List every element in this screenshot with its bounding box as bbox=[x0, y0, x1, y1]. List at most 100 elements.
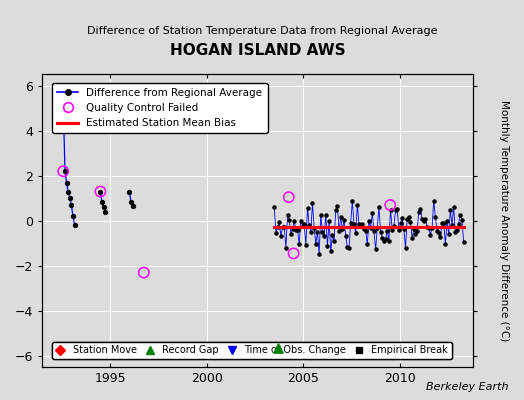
Point bbox=[390, 223, 398, 229]
Point bbox=[290, 218, 298, 224]
Point bbox=[396, 220, 405, 226]
Point bbox=[71, 222, 79, 228]
Point bbox=[305, 222, 313, 228]
Point bbox=[128, 203, 137, 209]
Point bbox=[62, 179, 71, 186]
Point bbox=[345, 245, 353, 252]
Point bbox=[307, 228, 315, 235]
Point bbox=[323, 243, 332, 250]
Point bbox=[380, 238, 388, 244]
Point bbox=[428, 224, 436, 231]
Point bbox=[420, 218, 428, 224]
Text: Difference of Station Temperature Data from Regional Average: Difference of Station Temperature Data f… bbox=[87, 26, 437, 36]
Point bbox=[350, 221, 358, 227]
Title: HOGAN ISLAND AWS: HOGAN ISLAND AWS bbox=[170, 43, 346, 58]
Point bbox=[330, 238, 339, 244]
Point bbox=[411, 231, 420, 237]
Point bbox=[388, 227, 397, 234]
Point bbox=[363, 241, 372, 247]
Point bbox=[438, 220, 446, 226]
Point bbox=[59, 103, 68, 109]
Point bbox=[100, 204, 108, 210]
Point bbox=[454, 220, 463, 227]
Point bbox=[353, 202, 362, 208]
Text: Berkeley Earth: Berkeley Earth bbox=[426, 382, 508, 392]
Point bbox=[453, 227, 461, 234]
Point bbox=[418, 216, 427, 222]
Point bbox=[140, 269, 148, 276]
Point bbox=[320, 232, 329, 239]
Point bbox=[335, 228, 343, 234]
Point bbox=[67, 202, 75, 208]
Point bbox=[275, 219, 283, 226]
Point bbox=[362, 228, 370, 234]
Point bbox=[308, 200, 316, 206]
Point bbox=[395, 226, 403, 233]
Point bbox=[298, 222, 307, 229]
Point bbox=[295, 241, 303, 247]
Point bbox=[348, 198, 356, 204]
Point bbox=[450, 204, 458, 210]
Point bbox=[456, 212, 464, 218]
Point bbox=[292, 227, 300, 233]
Point bbox=[272, 229, 280, 236]
Point bbox=[355, 221, 363, 228]
Point bbox=[328, 232, 336, 238]
Point bbox=[342, 233, 350, 239]
Point bbox=[302, 242, 310, 248]
Point bbox=[293, 227, 302, 233]
Point bbox=[285, 194, 293, 200]
Point bbox=[373, 225, 381, 232]
Point bbox=[410, 226, 418, 232]
Point bbox=[310, 224, 319, 231]
Point bbox=[414, 209, 423, 215]
Point bbox=[458, 217, 466, 224]
Point bbox=[406, 219, 414, 226]
Point bbox=[372, 246, 380, 253]
Point bbox=[332, 207, 340, 213]
Point bbox=[340, 217, 348, 224]
Point bbox=[408, 235, 417, 241]
Point bbox=[368, 210, 376, 216]
Point bbox=[338, 226, 346, 232]
Point bbox=[375, 204, 383, 210]
Point bbox=[303, 204, 312, 211]
Point bbox=[433, 228, 441, 234]
Point bbox=[391, 207, 400, 214]
Point bbox=[383, 228, 391, 234]
Point bbox=[360, 226, 368, 232]
Point bbox=[378, 234, 386, 241]
Point bbox=[318, 229, 326, 235]
Point bbox=[125, 188, 134, 195]
Point bbox=[386, 206, 395, 213]
Point bbox=[270, 204, 278, 210]
Point bbox=[287, 231, 295, 238]
Point bbox=[451, 229, 460, 236]
Point bbox=[403, 216, 411, 223]
Point bbox=[400, 226, 408, 232]
Y-axis label: Monthly Temperature Anomaly Difference (°C): Monthly Temperature Anomaly Difference (… bbox=[499, 100, 509, 342]
Point bbox=[352, 230, 360, 236]
Point bbox=[316, 212, 325, 218]
Point bbox=[426, 232, 434, 238]
Point bbox=[370, 228, 378, 235]
Point bbox=[96, 188, 105, 195]
Point bbox=[431, 214, 440, 220]
Point bbox=[401, 245, 410, 251]
Point bbox=[300, 221, 308, 227]
Point bbox=[416, 206, 424, 212]
Point bbox=[274, 224, 282, 230]
Point bbox=[277, 233, 285, 240]
Point bbox=[101, 208, 110, 215]
Point bbox=[358, 221, 366, 227]
Point bbox=[448, 222, 456, 228]
Point bbox=[381, 236, 390, 242]
Point bbox=[441, 241, 450, 247]
Point bbox=[278, 224, 287, 230]
Point bbox=[366, 225, 375, 232]
Point bbox=[274, 345, 282, 351]
Point bbox=[343, 244, 352, 250]
Point bbox=[288, 226, 297, 232]
Point bbox=[376, 228, 385, 235]
Point bbox=[69, 213, 77, 220]
